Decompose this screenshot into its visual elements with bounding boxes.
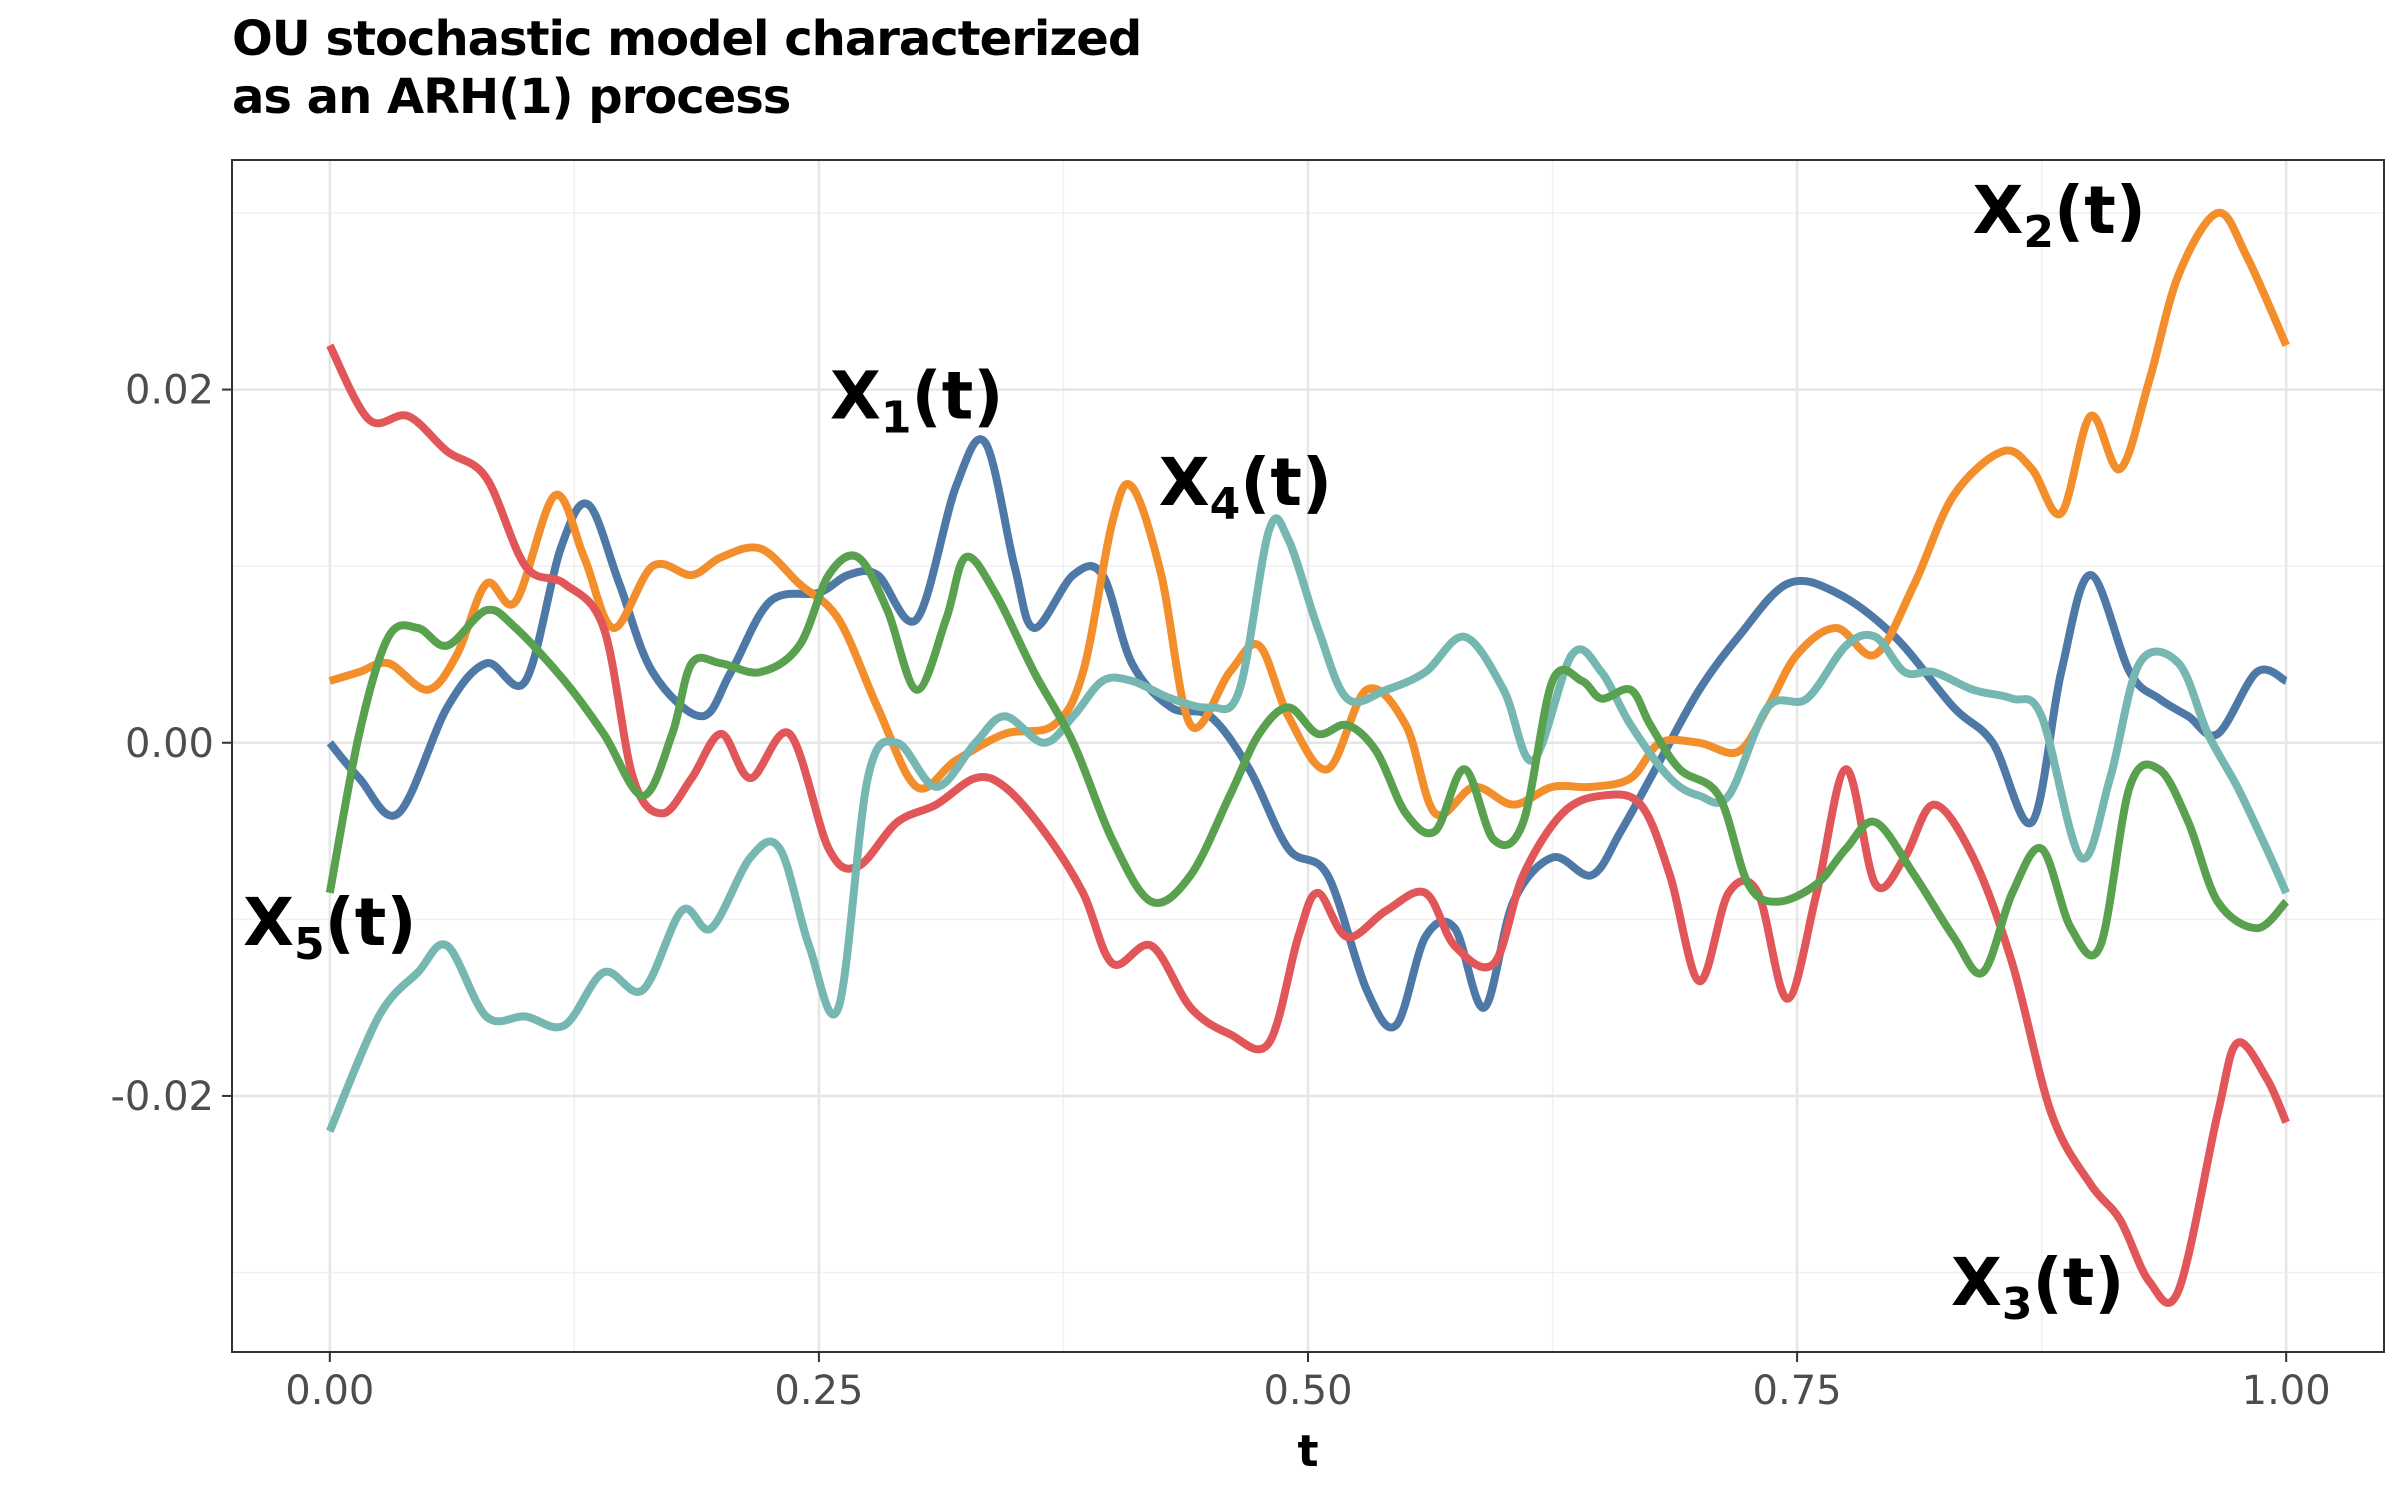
- series-line-x2: [328, 208, 2290, 820]
- x-axis: 0.00 0.25 0.50 0.75 1.00: [285, 1352, 2331, 1414]
- chart-title: OU stochastic model characterized as an …: [232, 10, 1142, 126]
- x-axis-title: t: [1297, 1426, 1318, 1477]
- series-layer: [325, 208, 2290, 1307]
- series-line-x1: [326, 435, 2289, 1032]
- y-tick-label: -0.02: [111, 1074, 215, 1120]
- series-line-x5: [325, 551, 2290, 978]
- series-line-x4: [326, 514, 2290, 1133]
- x-tick-label: 0.50: [1263, 1368, 1352, 1414]
- series-labels: X1(t) X2(t) X3(t) X4(t) X5(t): [243, 172, 2146, 1330]
- y-tick-label: 0.00: [125, 721, 214, 767]
- series-label-x4: X4(t): [1159, 444, 1332, 530]
- y-tick-label: 0.02: [125, 368, 214, 414]
- x-tick-label: 0.00: [285, 1368, 374, 1414]
- chart-title-line-1: OU stochastic model characterized: [232, 11, 1142, 67]
- x-tick-label: 1.00: [2242, 1368, 2331, 1414]
- grid-major: [232, 160, 2384, 1352]
- x-tick-label: 0.25: [774, 1368, 863, 1414]
- series-label-x5: X5(t): [243, 884, 416, 970]
- series-line-x3: [326, 343, 2290, 1307]
- chart-title-line-2: as an ARH(1) process: [232, 69, 791, 125]
- series-label-x1: X1(t): [830, 358, 1003, 444]
- y-axis: -0.02 0.00 0.02: [111, 368, 232, 1120]
- x-tick-label: 0.75: [1753, 1368, 1842, 1414]
- series-label-x2: X2(t): [1973, 172, 2146, 258]
- series-label-x3: X3(t): [1951, 1244, 2124, 1330]
